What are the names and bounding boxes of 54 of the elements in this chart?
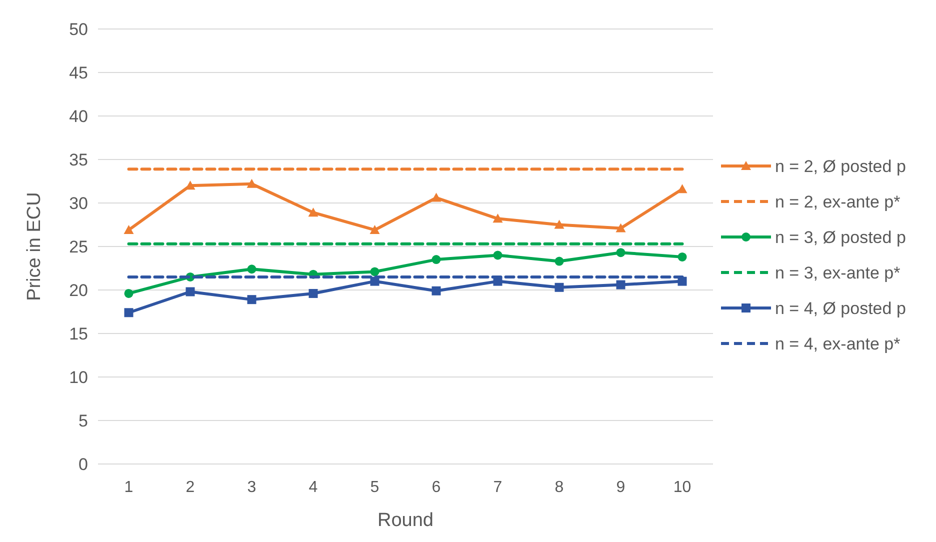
point bbox=[124, 224, 134, 234]
legend-label: n = 2, Ø posted p bbox=[775, 156, 906, 176]
y-tick-label: 15 bbox=[69, 324, 88, 344]
y-axis-title: Price in ECU bbox=[24, 192, 45, 301]
point bbox=[308, 208, 318, 217]
x-axis-title: Round bbox=[378, 510, 434, 531]
x-tick-label: 5 bbox=[370, 479, 380, 496]
point bbox=[678, 276, 687, 286]
point bbox=[432, 286, 441, 296]
x-tick-label: 7 bbox=[493, 479, 502, 496]
x-tick-label: 6 bbox=[432, 479, 441, 496]
point bbox=[370, 224, 380, 234]
x-tick-label: 8 bbox=[554, 479, 564, 496]
legend-label: n = 4, ex-ante p* bbox=[775, 334, 901, 354]
point bbox=[308, 288, 318, 298]
x-tick-label: 2 bbox=[186, 479, 195, 496]
legend-label: n = 2, ex-ante p* bbox=[775, 192, 901, 212]
point bbox=[124, 288, 134, 298]
point bbox=[247, 264, 256, 274]
y-tick-label: 30 bbox=[69, 194, 88, 213]
point bbox=[370, 267, 380, 276]
x-tick-label: 3 bbox=[247, 479, 256, 496]
y-tick-label: 25 bbox=[69, 237, 88, 256]
y-tick-label: 0 bbox=[78, 454, 88, 474]
point bbox=[616, 280, 626, 290]
point bbox=[554, 256, 564, 266]
point bbox=[678, 252, 687, 262]
y-tick-label: 40 bbox=[69, 106, 88, 126]
point bbox=[677, 184, 688, 194]
point bbox=[186, 287, 195, 296]
y-tick-label: 10 bbox=[69, 368, 88, 387]
point bbox=[493, 250, 502, 260]
y-tick-label: 20 bbox=[69, 280, 88, 300]
point bbox=[247, 295, 256, 304]
x-tick-label: 1 bbox=[124, 479, 134, 496]
point bbox=[246, 178, 257, 188]
y-tick-label: 50 bbox=[69, 20, 88, 39]
point bbox=[554, 282, 564, 292]
point bbox=[432, 255, 441, 264]
y-tick-label: 45 bbox=[69, 63, 88, 82]
x-tick-label: 9 bbox=[616, 479, 626, 496]
legend-label: n = 3, Ø posted p bbox=[775, 228, 906, 247]
point bbox=[554, 220, 564, 229]
x-tick-label: 10 bbox=[673, 479, 692, 496]
point bbox=[616, 223, 626, 232]
x-tick-label: 4 bbox=[308, 479, 318, 496]
point bbox=[492, 214, 503, 223]
point bbox=[431, 192, 442, 202]
point bbox=[616, 248, 626, 258]
y-tick-label: 35 bbox=[69, 150, 88, 170]
legend-label: n = 3, ex-ante p* bbox=[775, 263, 901, 282]
point bbox=[124, 308, 134, 318]
y-tick-label: 5 bbox=[78, 411, 88, 430]
legend-label: n = 4, Ø posted p bbox=[775, 298, 906, 318]
